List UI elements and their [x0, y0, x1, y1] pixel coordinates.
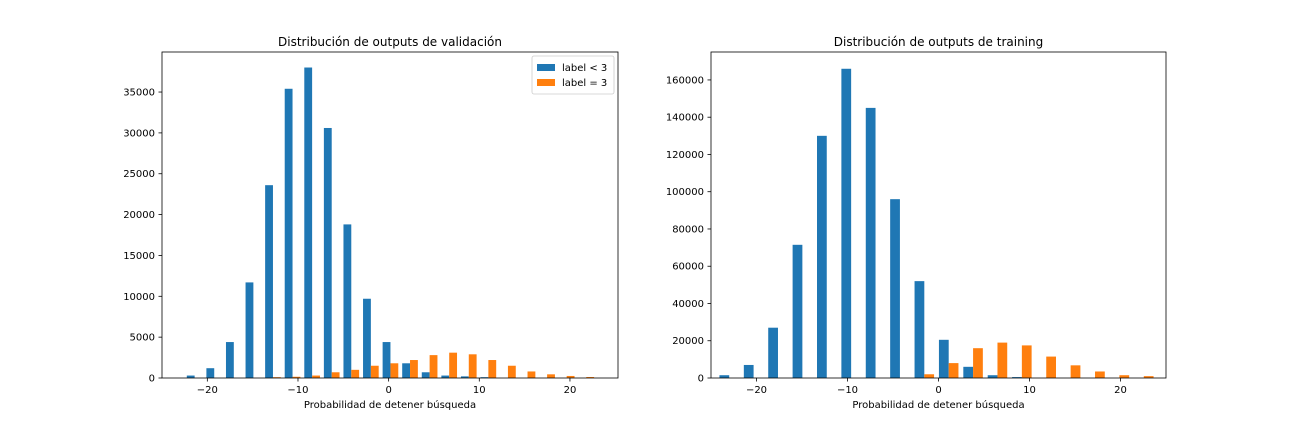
bar-label-eq-3 — [351, 369, 360, 378]
plot-frame — [161, 51, 619, 379]
bar-label-lt-3 — [841, 68, 852, 379]
bar-label-lt-3 — [265, 185, 273, 378]
bar-label-lt-3 — [421, 372, 430, 378]
y-tick-label: 160000 — [666, 75, 704, 86]
x-axis-label: Probabilidad de detener búsqueda — [304, 399, 476, 411]
bar-label-lt-3 — [987, 375, 998, 378]
x-tick-label: 20 — [1114, 385, 1127, 396]
bar-label-eq-3 — [331, 372, 340, 378]
y-tick-label: 40000 — [672, 299, 704, 310]
x-tick-label: 0 — [385, 385, 391, 396]
bar-label-lt-3 — [186, 375, 195, 378]
bar-label-lt-3 — [480, 377, 489, 378]
bar-label-lt-3 — [914, 281, 925, 378]
x-tick-label: −20 — [197, 385, 218, 396]
plot-frame — [710, 51, 1167, 379]
bar-label-eq-3 — [507, 365, 516, 378]
bar-label-lt-3 — [743, 364, 754, 378]
bar-label-lt-3 — [460, 376, 469, 378]
x-tick-label: −10 — [837, 385, 858, 396]
bar-label-eq-3 — [1046, 356, 1056, 378]
x-tick-label: 0 — [935, 385, 941, 396]
y-tick-label: 15000 — [123, 251, 155, 262]
y-tick-label: 10000 — [123, 292, 155, 303]
validation-chart: −20 −10 0 10 20 0 5000 10000 15000 20000 25000 3000… — [123, 35, 619, 411]
bar-label-eq-3 — [1070, 365, 1081, 378]
bar-label-eq-3 — [468, 354, 477, 378]
x-tick-label: −20 — [746, 385, 767, 396]
bar-label-eq-3 — [1021, 345, 1032, 378]
bar-label-eq-3 — [449, 352, 458, 378]
y-tick-label: 0 — [698, 374, 704, 385]
y-tick-label: 80000 — [672, 224, 704, 235]
y-tick-label: 100000 — [666, 187, 704, 198]
training-chart: −20 −10 0 10 20 0 20000 40000 60000 80000 100000 12… — [666, 35, 1167, 411]
bar-label-lt-3 — [402, 363, 411, 378]
bar-label-lt-3 — [719, 375, 730, 378]
bar-label-lt-3 — [792, 244, 803, 378]
chart-title: Distribución de outputs de validación — [278, 35, 502, 49]
bar-label-eq-3 — [948, 363, 959, 378]
bar-label-lt-3 — [865, 107, 876, 378]
bar-label-eq-3 — [429, 355, 438, 378]
bar-label-lt-3 — [225, 342, 234, 378]
y-tick-label: 5000 — [130, 333, 155, 344]
y-tick-label: 60000 — [672, 262, 704, 273]
x-axis-label: Probabilidad de detener búsqueda — [852, 399, 1024, 411]
x-tick-label: 10 — [473, 385, 486, 396]
bar-label-eq-3 — [1119, 375, 1130, 378]
bar-label-lt-3 — [323, 127, 332, 378]
y-tick-label: 140000 — [666, 113, 704, 124]
bar-label-eq-3 — [997, 342, 1008, 378]
y-tick-label: 0 — [149, 374, 155, 385]
bar-label-lt-3 — [284, 88, 293, 379]
bar-label-lt-3 — [363, 298, 371, 378]
bar-label-lt-3 — [1012, 377, 1022, 378]
bar-label-eq-3 — [488, 360, 497, 378]
y-tick-label: 30000 — [123, 128, 155, 139]
legend-label: label < 3 — [562, 63, 607, 74]
legend-label: label = 3 — [562, 78, 607, 89]
bar-label-lt-3 — [890, 199, 900, 378]
bar-label-eq-3 — [1143, 376, 1154, 378]
bar-label-eq-3 — [410, 360, 418, 378]
bar-label-lt-3 — [817, 135, 827, 378]
bar-label-lt-3 — [938, 339, 949, 378]
x-tick-label: −10 — [287, 385, 308, 396]
bar-label-lt-3 — [206, 368, 215, 378]
bar-label-eq-3 — [292, 376, 301, 378]
chart-title: Distribución de outputs de training — [834, 35, 1043, 49]
bar-label-lt-3 — [382, 342, 391, 378]
bar-label-eq-3 — [973, 348, 983, 378]
bar-label-eq-3 — [924, 374, 935, 378]
bar-label-eq-3 — [566, 375, 575, 378]
y-tick-label: 20000 — [123, 210, 155, 221]
y-tick-label: 20000 — [672, 336, 704, 347]
x-tick-label: 10 — [1023, 385, 1036, 396]
bar-label-lt-3 — [304, 67, 313, 379]
y-tick-label: 35000 — [123, 88, 155, 99]
bar-label-eq-3 — [547, 374, 555, 378]
legend-swatch — [537, 79, 555, 86]
bar-label-eq-3 — [272, 377, 281, 378]
bar-label-eq-3 — [1095, 371, 1105, 378]
bar-label-lt-3 — [768, 327, 778, 378]
x-tick-label: 20 — [564, 385, 577, 396]
bar-label-lt-3 — [963, 366, 974, 378]
legend: label < 3 label = 3 — [531, 55, 615, 95]
bar-label-eq-3 — [312, 375, 320, 378]
bar-label-lt-3 — [441, 375, 450, 378]
bar-label-eq-3 — [390, 363, 399, 378]
bar-label-eq-3 — [586, 377, 595, 378]
y-tick-label: 120000 — [666, 150, 704, 161]
bar-label-lt-3 — [343, 224, 352, 378]
bar-label-eq-3 — [370, 365, 379, 378]
bar-label-eq-3 — [527, 371, 536, 378]
bar-label-lt-3 — [245, 282, 254, 378]
y-tick-label: 25000 — [123, 169, 155, 180]
legend-swatch — [537, 64, 555, 71]
